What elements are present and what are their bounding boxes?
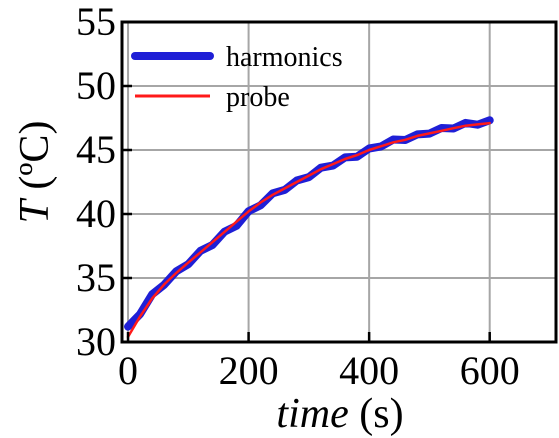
x-axis-label: time (s) xyxy=(276,391,403,437)
axis-ticks xyxy=(122,20,491,344)
series-line-harmonics xyxy=(124,116,494,331)
y-tick-label: 50 xyxy=(76,63,116,108)
legend-probe-label: probe xyxy=(226,82,290,113)
x-tick-label: 200 xyxy=(219,348,279,393)
y-tick-label: 40 xyxy=(76,191,116,236)
plot-frame xyxy=(120,20,558,344)
y-tick-label: 30 xyxy=(76,319,116,364)
x-axis-label-space xyxy=(349,391,360,437)
y-tick-label: 45 xyxy=(76,127,116,172)
x-axis-label-variable: time xyxy=(276,391,348,437)
series-line-probe xyxy=(126,121,491,339)
y-axis-label: T (ºC) xyxy=(12,121,58,224)
series-layer xyxy=(124,116,494,339)
y-tick-label: 55 xyxy=(76,0,116,44)
x-axis-label-unit: (s) xyxy=(359,391,403,437)
y-axis-label-space xyxy=(12,190,58,201)
x-tick-label: 600 xyxy=(460,348,520,393)
y-axis-label-unit: (ºC) xyxy=(12,121,58,190)
y-tick-label: 35 xyxy=(76,255,116,300)
legend-harmonics-label: harmonics xyxy=(226,42,343,73)
tick-labels: 0 200 400 600 30 35 40 45 50 55 xyxy=(76,0,520,393)
x-tick-label: 400 xyxy=(339,348,399,393)
legend: harmonics probe xyxy=(131,42,343,113)
y-axis-label-variable: T xyxy=(12,197,58,223)
x-tick-label: 0 xyxy=(118,348,138,393)
